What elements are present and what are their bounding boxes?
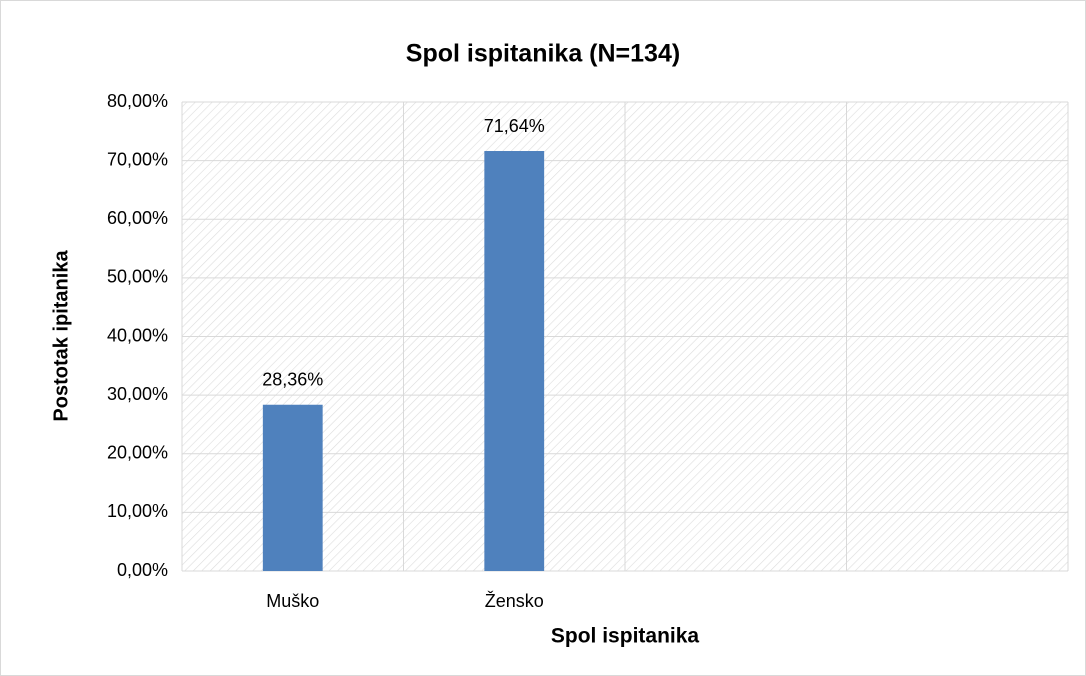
y-tick-label: 50,00% xyxy=(107,267,168,287)
y-tick-label: 40,00% xyxy=(107,325,168,345)
y-tick-label: 80,00% xyxy=(107,91,168,111)
y-tick-label: 20,00% xyxy=(107,443,168,463)
x-tick-label: Muško xyxy=(266,591,319,611)
y-tick-label: 30,00% xyxy=(107,384,168,404)
bar xyxy=(262,404,323,571)
data-label: 28,36% xyxy=(262,369,323,389)
x-axis-label: Spol ispitanika xyxy=(551,625,700,648)
y-tick-label: 60,00% xyxy=(107,208,168,228)
y-axis-label: Postotak ipitanika xyxy=(50,250,72,422)
y-tick-label: 10,00% xyxy=(107,501,168,521)
y-tick-label: 70,00% xyxy=(107,149,168,169)
chart-title: Spol ispitanika (N=134) xyxy=(406,40,680,68)
x-tick-label: Žensko xyxy=(485,591,544,611)
y-tick-label: 0,00% xyxy=(117,560,168,580)
data-label: 71,64% xyxy=(484,116,545,136)
bar xyxy=(484,151,545,571)
